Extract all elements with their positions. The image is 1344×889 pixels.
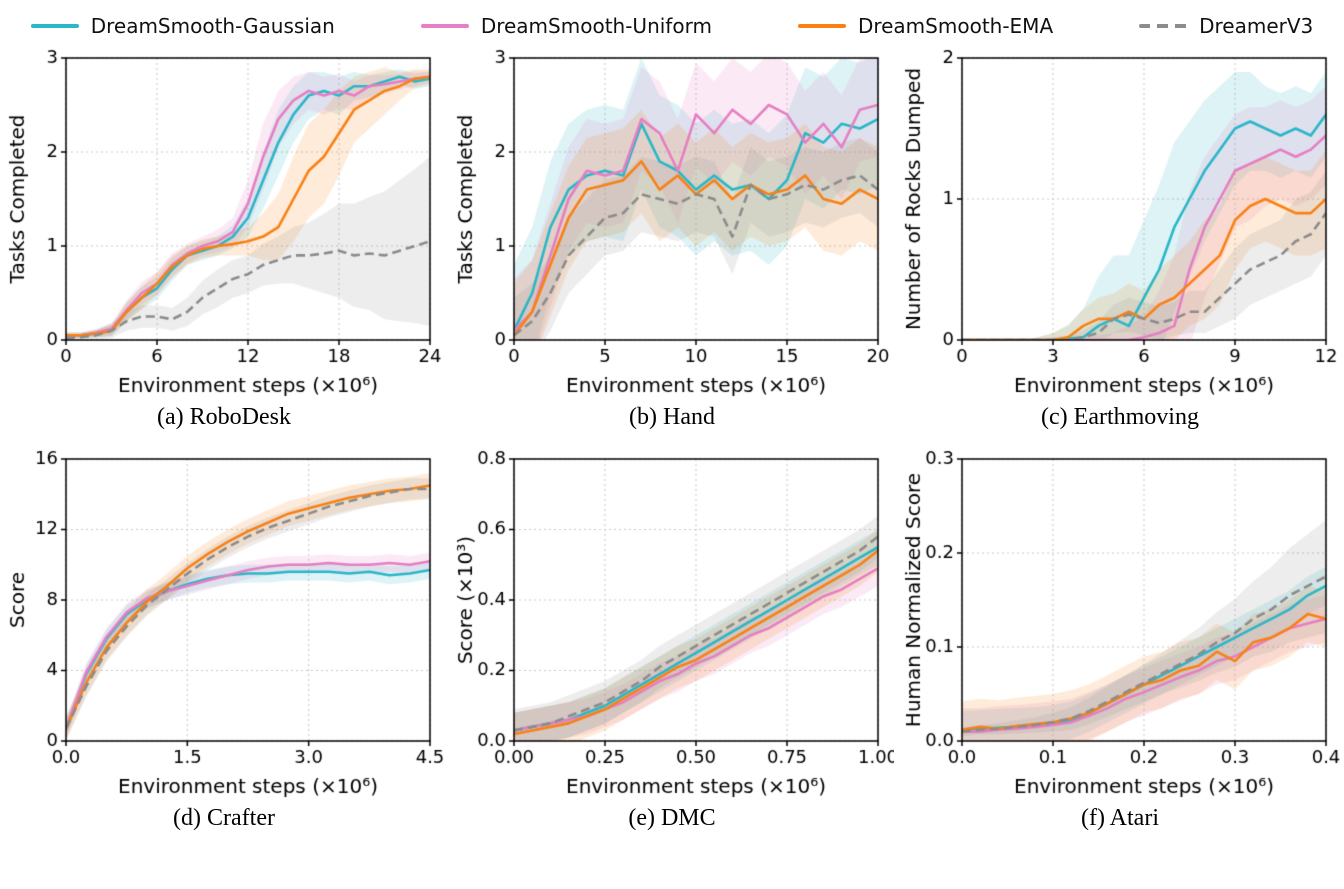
legend-line-sample bbox=[1139, 24, 1188, 28]
chart-caption: (e) DMC bbox=[628, 805, 716, 831]
legend: DreamSmooth-Gaussian DreamSmooth-Uniform D… bbox=[0, 8, 1344, 44]
chart-earthmoving: (c) Earthmoving bbox=[896, 44, 1344, 445]
legend-item: DreamSmooth-Uniform bbox=[420, 14, 712, 38]
chart-dmc: (e) DMC bbox=[448, 445, 896, 846]
chart-robodesk-canvas bbox=[2, 44, 446, 400]
chart-atari: (f) Atari bbox=[896, 445, 1344, 846]
chart-atari-canvas bbox=[898, 445, 1342, 801]
legend-line-sample bbox=[30, 24, 79, 28]
legend-item: DreamerV3 bbox=[1139, 14, 1313, 38]
legend-item: DreamSmooth-Gaussian bbox=[30, 14, 335, 38]
chart-caption: (f) Atari bbox=[1081, 805, 1159, 831]
chart-caption: (c) Earthmoving bbox=[1041, 404, 1199, 430]
chart-robodesk: (a) RoboDesk bbox=[0, 44, 448, 445]
chart-dmc-canvas bbox=[450, 445, 894, 801]
legend-line-sample bbox=[797, 24, 846, 28]
chart-crafter: (d) Crafter bbox=[0, 445, 448, 846]
chart-earthmoving-canvas bbox=[898, 44, 1342, 400]
legend-line-sample bbox=[420, 24, 469, 28]
chart-caption: (a) RoboDesk bbox=[157, 404, 291, 430]
chart-hand: (b) Hand bbox=[448, 44, 896, 445]
legend-label: DreamSmooth-EMA bbox=[857, 14, 1054, 38]
chart-caption: (b) Hand bbox=[629, 404, 715, 430]
chart-caption: (d) Crafter bbox=[173, 805, 275, 831]
chart-hand-canvas bbox=[450, 44, 894, 400]
legend-label: DreamSmooth-Uniform bbox=[480, 14, 712, 38]
chart-crafter-canvas bbox=[2, 445, 446, 801]
legend-item: DreamSmooth-EMA bbox=[797, 14, 1054, 38]
legend-label: DreamSmooth-Gaussian bbox=[90, 14, 335, 38]
chart-grid: (a) RoboDesk (b) Hand (c) Earthmoving (d… bbox=[0, 44, 1344, 846]
legend-label: DreamerV3 bbox=[1199, 14, 1314, 38]
